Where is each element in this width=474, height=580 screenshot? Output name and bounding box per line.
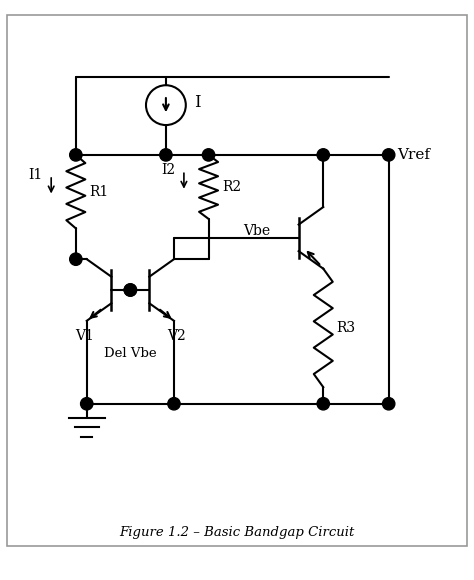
Text: Del Vbe: Del Vbe	[104, 347, 157, 360]
Circle shape	[70, 148, 82, 161]
Circle shape	[317, 148, 329, 161]
Circle shape	[70, 253, 82, 266]
Text: V2: V2	[167, 329, 186, 343]
Circle shape	[383, 148, 395, 161]
Circle shape	[168, 398, 180, 410]
Text: I: I	[194, 95, 201, 111]
Circle shape	[124, 284, 137, 296]
Text: Vref: Vref	[397, 148, 430, 162]
Circle shape	[317, 398, 329, 410]
Text: V1: V1	[75, 329, 94, 343]
Circle shape	[202, 148, 215, 161]
Text: I2: I2	[161, 164, 175, 177]
Circle shape	[383, 398, 395, 410]
Text: Vbe: Vbe	[243, 224, 270, 238]
Text: I1: I1	[28, 168, 43, 182]
Text: R3: R3	[337, 321, 356, 335]
Text: R2: R2	[222, 180, 241, 194]
Circle shape	[81, 398, 93, 410]
FancyBboxPatch shape	[7, 15, 467, 546]
Text: R1: R1	[89, 184, 109, 198]
Text: Figure 1.2 – Basic Bandgap Circuit: Figure 1.2 – Basic Bandgap Circuit	[119, 526, 355, 539]
Circle shape	[124, 284, 137, 296]
Circle shape	[160, 148, 172, 161]
